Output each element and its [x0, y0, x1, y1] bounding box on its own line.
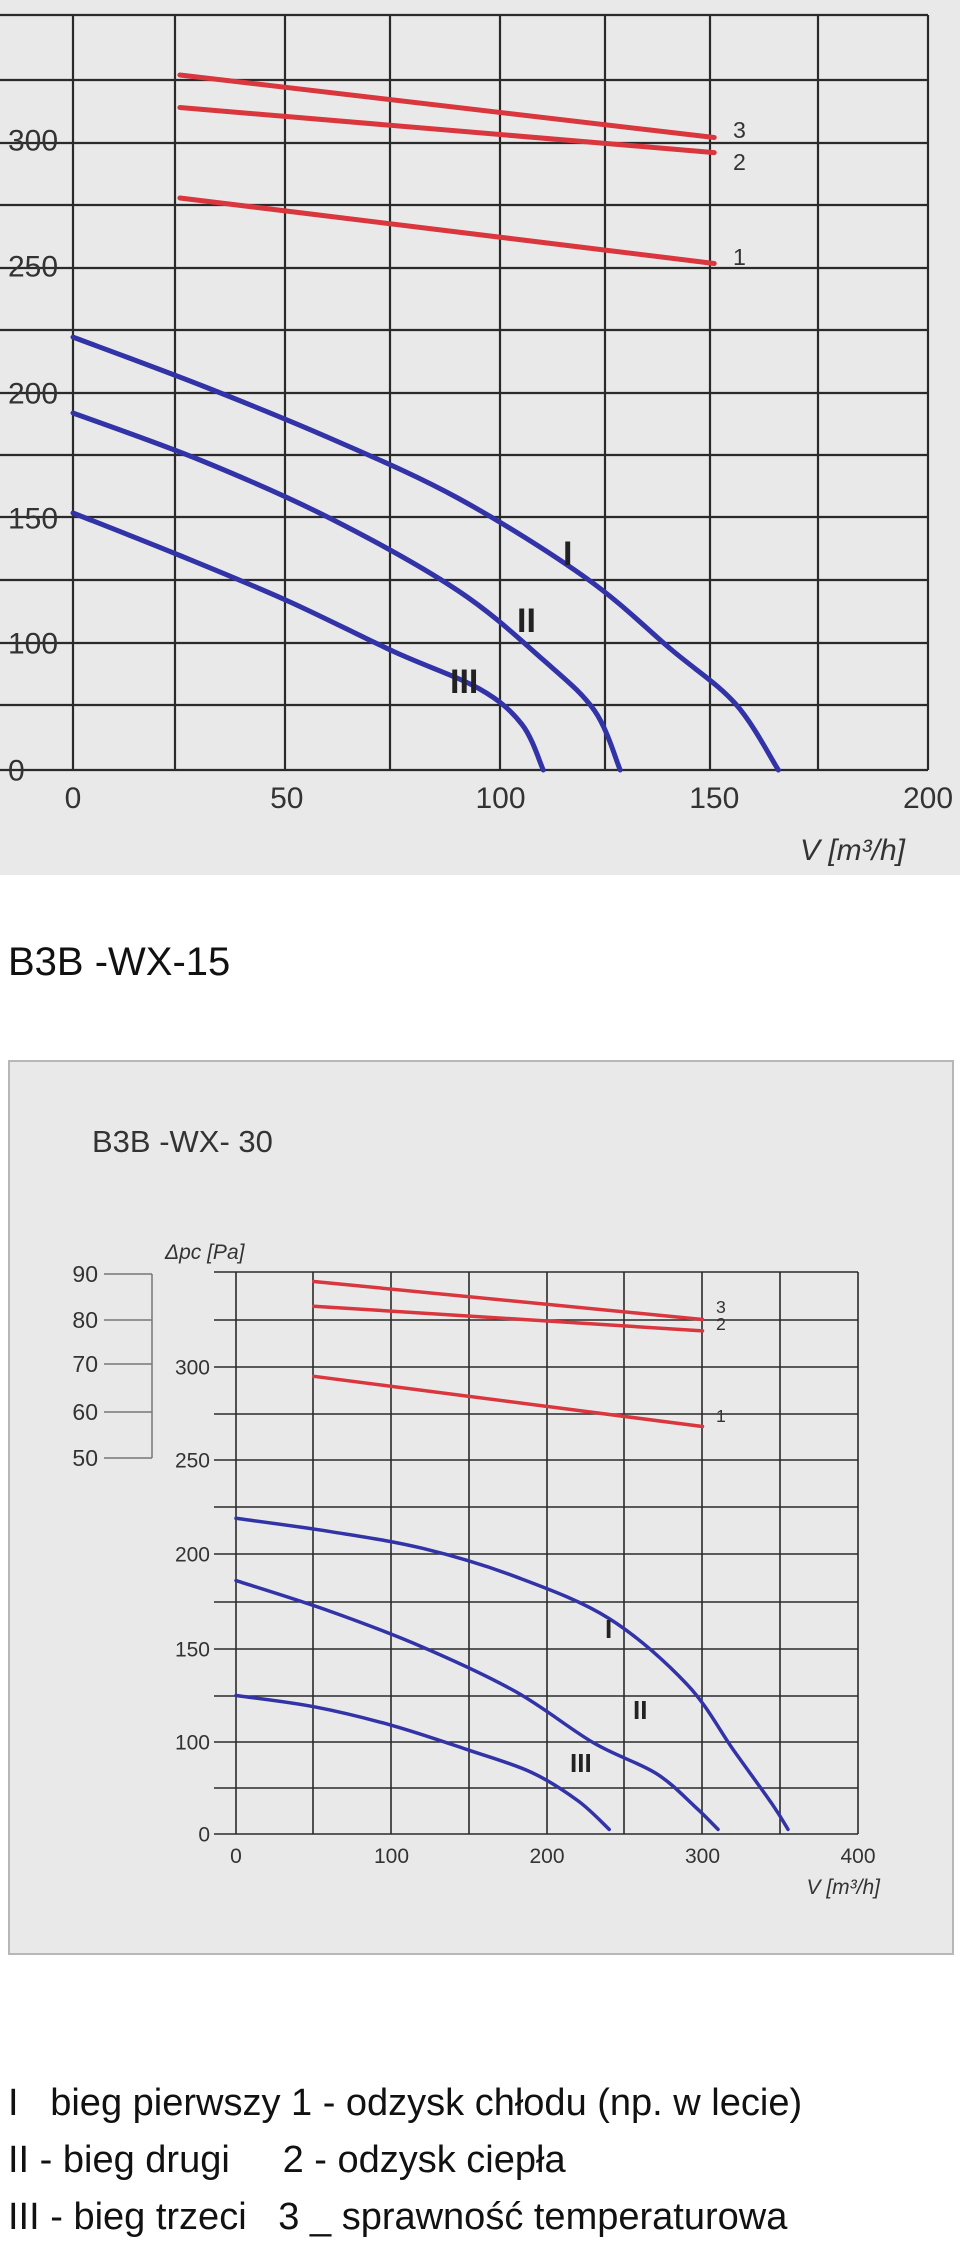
x-axis-label: V [m³/h] — [806, 1876, 881, 1899]
series-label: 3 — [733, 117, 746, 143]
y-tick-label: 300 — [8, 125, 58, 158]
x-tick-label: 150 — [689, 782, 739, 815]
series-line-i — [70, 334, 781, 773]
chart-panel-2: B3B -WX- 30 0 100 200 300 400 0 100 150 200 250 300… — [8, 1060, 954, 1955]
series-label: 3 — [716, 1297, 726, 1317]
series-line-1 — [177, 195, 717, 266]
curve-label: III — [450, 663, 478, 701]
secondary-tick-label: 80 — [72, 1307, 98, 1333]
x-axis-label: V [m³/h] — [800, 834, 906, 867]
series-line-ii — [70, 410, 623, 773]
chart-caption: B3B -WX-15 — [8, 940, 231, 984]
series-line-iii — [70, 510, 546, 773]
x-tick-label: 200 — [903, 782, 953, 815]
chart-2-svg: B3B -WX- 300 100 200 300 4000100150200250300… — [72, 1124, 881, 1899]
curve-label: II — [633, 1695, 647, 1725]
series-label: 1 — [733, 244, 746, 270]
series-line-iii — [234, 1693, 611, 1832]
y-tick-label: 250 — [175, 1449, 210, 1472]
series-line-i — [234, 1516, 790, 1832]
secondary-tick-label: 50 — [72, 1445, 98, 1471]
curve-label: I — [563, 535, 572, 573]
y-tick-label: 0 — [198, 1823, 210, 1846]
x-tick-label: 100 — [374, 1845, 409, 1868]
series-label: 1 — [716, 1406, 726, 1426]
secondary-tick-label: 60 — [72, 1399, 98, 1425]
curve-label: I — [605, 1614, 612, 1644]
curve-label: II — [517, 602, 536, 640]
secondary-tick-label: 70 — [72, 1351, 98, 1377]
x-tick-label: 200 — [529, 1845, 564, 1868]
y-tick-label: 150 — [175, 1638, 210, 1661]
legend-line: III - bieg trzeci 3 _ sprawność temperat… — [8, 2196, 788, 2238]
chart-title: B3B -WX- 30 — [92, 1124, 273, 1159]
series-line-3 — [177, 72, 717, 140]
y-tick-label: 0 — [8, 755, 25, 788]
x-tick-label: 100 — [475, 782, 525, 815]
series-label: 2 — [733, 149, 746, 175]
x-tick-label: 400 — [840, 1845, 875, 1868]
series-line-2 — [312, 1304, 705, 1333]
chart-panel-1: 0 50 100 150 200 0 100 150 200 250 300 V [m³/h] I II I… — [0, 0, 960, 875]
legend-line: II - bieg drugi 2 - odzysk ciepła — [8, 2139, 566, 2181]
series-line-2 — [177, 105, 717, 156]
y-tick-label: 300 — [175, 1356, 210, 1379]
y-tick-label: 100 — [175, 1731, 210, 1754]
y-tick-label: 200 — [8, 378, 58, 411]
y-tick-label: 150 — [8, 503, 58, 536]
series-line-3 — [312, 1279, 705, 1322]
legend-line: I bieg pierwszy 1 - odzysk chłodu (np. w… — [8, 2082, 803, 2124]
x-tick-label: 300 — [685, 1845, 720, 1868]
x-tick-label: 0 — [65, 782, 82, 815]
series-line-1 — [312, 1374, 705, 1429]
legend-block: I bieg pierwszy 1 - odzysk chłodu (np. w… — [8, 2075, 802, 2246]
y-tick-label: 250 — [8, 251, 58, 284]
x-tick-label: 0 — [230, 1845, 242, 1868]
x-tick-label: 50 — [270, 782, 303, 815]
curve-label: III — [570, 1748, 592, 1778]
y-tick-label: 200 — [175, 1543, 210, 1566]
secondary-tick-label: 90 — [72, 1261, 98, 1287]
y-tick-label: 100 — [8, 628, 58, 661]
series-line-ii — [234, 1578, 720, 1832]
y-axis-label: Δpc [Pa] — [164, 1241, 246, 1264]
series-label: 2 — [716, 1314, 726, 1334]
